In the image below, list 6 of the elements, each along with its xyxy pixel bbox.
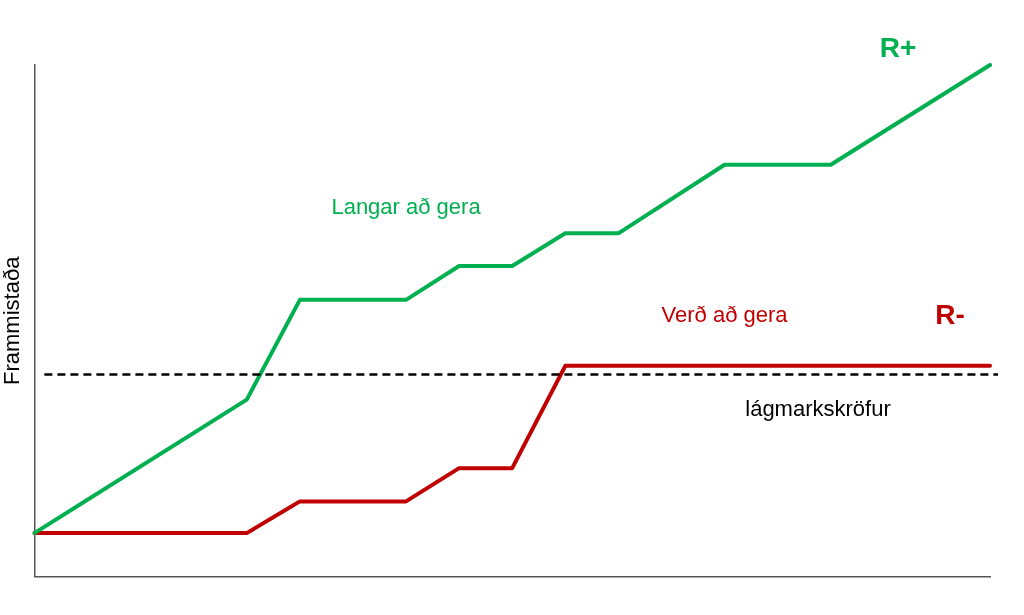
series-label: R- — [935, 298, 965, 330]
annotation: Langar að gera — [331, 193, 482, 219]
annotation: Verð að gera — [661, 301, 789, 327]
ref-line-label: lágmarkskröfur — [745, 395, 891, 421]
y-axis-title: Frammistaða — [0, 255, 25, 385]
series-label: R+ — [879, 31, 917, 63]
